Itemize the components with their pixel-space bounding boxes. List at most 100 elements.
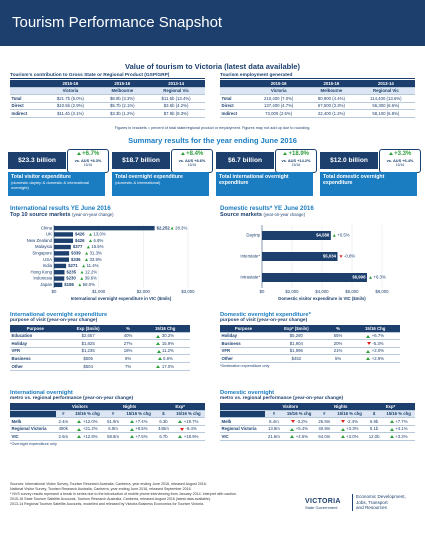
cell: +4.1% <box>382 425 415 434</box>
column-header: # <box>315 410 334 419</box>
bar <box>54 270 65 275</box>
cell: Total <box>220 94 252 103</box>
change-arrow <box>332 234 336 237</box>
card-detail: (domestic & international) <box>115 180 161 186</box>
cell: $1,904 <box>267 339 326 348</box>
cell: VFR <box>10 347 61 356</box>
bar <box>54 232 74 237</box>
cell: 20% <box>325 339 351 348</box>
column-header: 15/16 Chg <box>350 325 400 333</box>
row: Total 210,400 (7.0%) 80,900 (4.4%) 114,400 … <box>220 94 415 103</box>
value-label: $426 <box>75 232 85 237</box>
cell: $3.6b (4.2%) <box>147 102 205 111</box>
change-arrow <box>129 435 134 439</box>
cell: 73,000 (2.5%) <box>251 109 307 118</box>
change-arrow <box>80 277 84 280</box>
bar <box>262 252 338 261</box>
category-label: Hong Kong <box>30 269 52 274</box>
bar <box>54 244 71 250</box>
column-header: 15/16 % chg <box>70 410 105 419</box>
cell: 67,500 (3.3%) <box>306 102 357 111</box>
bar <box>54 257 70 262</box>
row: Indirect 73,000 (2.5%) 22,400 (1.2%) 58,100… <box>220 109 415 118</box>
row: VIC 21.6m +4.6% 64.0m +3.0% 12.0b +3.3% <box>220 432 415 441</box>
cell: +19.7% <box>171 417 205 426</box>
x-tick-label: $8,000 <box>375 289 389 294</box>
cell: +7.4% <box>122 417 156 426</box>
card-vs: vs. AUS +8.3% <box>74 158 102 163</box>
cell: +4.6% <box>282 432 316 441</box>
column-header: Melbourne <box>97 87 148 96</box>
change-label: 6.8% <box>94 238 104 243</box>
column-header: Victoria <box>251 87 307 96</box>
cell: +3.3% <box>382 432 415 441</box>
cell: -2.4% <box>333 417 366 426</box>
category-label: China <box>41 225 53 230</box>
category-label: New Zealand <box>27 238 53 243</box>
cell: 490k <box>55 425 71 434</box>
value-label: $426 <box>75 238 85 243</box>
category-label: Daytrip <box>246 233 260 238</box>
card-label-box: Total domestic overnight expenditure <box>320 172 417 196</box>
change-label: 28.3% <box>175 225 187 230</box>
note: Figures in brackets = percent of total s… <box>114 126 311 130</box>
row: Education $2,657 40% 30.2% <box>10 332 190 341</box>
cell: +12.0% <box>70 417 105 426</box>
table-subtitle: metro vs. regional performance (year-on-… <box>10 396 134 401</box>
cell: 58,100 (6.8%) <box>356 109 415 118</box>
change-text: +8.4% <box>186 151 204 157</box>
employment-block: Tourism employment generated 2015-16 2015-… <box>220 73 415 118</box>
change-arrow <box>129 427 134 431</box>
table-note: *Destination expenditure only <box>220 363 270 368</box>
bar <box>54 263 67 269</box>
logo: VICTORIA State Government <box>305 488 347 520</box>
column-header: % <box>115 325 141 333</box>
card-label: Total domestic overnight expenditure <box>323 174 385 187</box>
change-arrow <box>129 420 134 424</box>
change-arrow <box>80 270 84 274</box>
change-arrow <box>290 435 295 439</box>
blank <box>10 403 56 411</box>
category-label: Indonesia <box>33 276 52 281</box>
cell: 5.1b <box>365 425 383 434</box>
cell: 27% <box>115 339 141 348</box>
x-tick-label: $4,000 <box>315 289 329 294</box>
cell: 22,400 (1.2%) <box>306 109 357 118</box>
blank <box>220 403 266 411</box>
value-label: $339 <box>71 250 81 255</box>
column-header: 15/16 % chg <box>171 410 205 419</box>
cell: 6.9m <box>104 425 123 434</box>
cell: 58.8m <box>104 432 123 441</box>
change-arrow <box>156 342 161 346</box>
change-arrow <box>389 427 394 431</box>
change-label: 11.4% <box>87 263 99 268</box>
card-period: 15/16 <box>187 163 197 167</box>
cell: $11.5b (13.4%) <box>147 94 205 103</box>
cell: $21.7b (6.0%) <box>43 94 98 103</box>
change-arrow <box>89 232 93 236</box>
table: Visitors Nights Exp* #15/16 % chg #15/16 % c… <box>220 403 415 441</box>
value-label: $271 <box>68 263 78 268</box>
change-label: -0.8% <box>344 254 355 259</box>
card-label-box: Total visitor expenditure (domestic daytr… <box>8 172 105 196</box>
change-label: 33.9% <box>90 257 102 262</box>
category-label: Interstate* <box>240 254 260 259</box>
cell: +18.9% <box>171 432 205 441</box>
row: Regional Victoria 490k +21.2% 6.9m +8.5% 445m… <box>10 425 205 434</box>
change-arrow <box>82 264 86 268</box>
cell: $504 <box>60 362 116 371</box>
bar <box>54 282 63 288</box>
blank <box>220 410 266 419</box>
page-title: Tourism Performance Snapshot <box>12 14 223 31</box>
cell: Education <box>10 332 61 341</box>
year-row: 2015-16 2015-16 2013-14 <box>10 80 205 88</box>
cell: Regional Victoria <box>220 425 266 434</box>
column-header: # <box>265 410 283 419</box>
card-badge: +6.7% vs. AUS +8.3% 15/16 <box>67 149 109 173</box>
dom-purpose: Domestic overnight expenditure* purpose o… <box>220 312 400 368</box>
card-value: $23.3 billion <box>8 152 66 169</box>
group-row: Visitors Nights Exp* <box>220 403 415 411</box>
column-header: Regional Vic <box>147 87 205 96</box>
change-arrow <box>366 342 371 346</box>
cell: $1,825 <box>60 339 116 348</box>
